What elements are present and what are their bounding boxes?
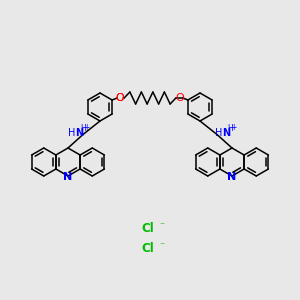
Text: H: H	[227, 124, 233, 133]
Text: N: N	[227, 172, 237, 182]
Text: ⁻: ⁻	[159, 221, 165, 231]
Text: N: N	[222, 128, 230, 137]
Text: O: O	[176, 93, 184, 103]
Text: O: O	[116, 93, 124, 103]
Text: +: +	[230, 123, 236, 132]
Text: H: H	[80, 124, 86, 133]
Text: Cl: Cl	[142, 221, 154, 235]
Text: H: H	[68, 128, 76, 137]
Text: N: N	[75, 128, 83, 137]
Text: N: N	[63, 172, 73, 182]
Text: H: H	[215, 128, 223, 137]
Text: Cl: Cl	[142, 242, 154, 254]
Text: +: +	[83, 123, 89, 132]
Text: O: O	[116, 93, 124, 103]
Text: ⁻: ⁻	[159, 241, 165, 251]
